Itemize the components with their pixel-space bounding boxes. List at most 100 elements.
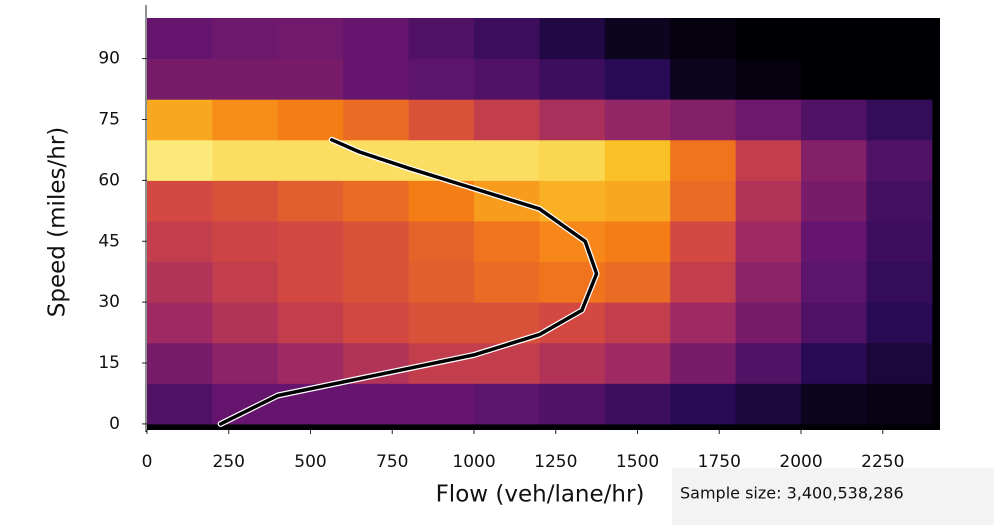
heatmap-cell xyxy=(801,180,867,222)
heatmap-cell xyxy=(735,261,802,303)
heatmap-cell xyxy=(343,18,410,60)
heatmap-cell xyxy=(408,18,475,60)
heatmap-cell xyxy=(735,302,802,344)
x-axis-label: Flow (veh/lane/hr) xyxy=(436,482,645,508)
heatmap-cell xyxy=(212,99,279,141)
heatmap-cell xyxy=(670,302,737,344)
heatmap-cell xyxy=(735,99,802,141)
heatmap-cell xyxy=(866,302,933,344)
heatmap-cell xyxy=(670,139,737,181)
heatmap-cell xyxy=(604,99,671,141)
heatmap-cell xyxy=(801,58,867,100)
heatmap-cell xyxy=(604,58,671,100)
overlay: 0 250 500 750 1000 1250 1500 1750 2000 2250 0 15 30 4… xyxy=(98,49,904,472)
heatmap-cell xyxy=(212,342,279,384)
heatmap-cell xyxy=(212,58,279,100)
heatmap-cell xyxy=(539,383,606,425)
x-tick-label: 1500 xyxy=(616,452,659,472)
heatmap-cell xyxy=(343,261,410,303)
heatmap-cell xyxy=(277,180,344,222)
heatmap-cell xyxy=(735,58,802,100)
heatmap-cell xyxy=(539,220,606,263)
heatmap-cell xyxy=(408,302,475,344)
heatmap-cell xyxy=(147,220,213,263)
heatmap-cell xyxy=(670,261,737,303)
heatmap-cell xyxy=(801,261,867,303)
heatmap-cell xyxy=(670,220,737,263)
heatmap-cell xyxy=(147,58,213,100)
heatmap-cell xyxy=(604,18,671,60)
x-tick-label: 0 xyxy=(142,452,153,472)
heatmap-cell xyxy=(670,342,737,384)
heatmap-cell xyxy=(212,302,279,344)
heatmap-cell xyxy=(277,302,344,344)
heatmap-cell xyxy=(801,18,867,60)
heatmap-cell xyxy=(801,220,867,263)
heatmap-cell xyxy=(474,99,540,141)
heatmap-cell xyxy=(277,342,344,384)
heatmap-cell xyxy=(539,58,606,100)
heatmap-cell xyxy=(408,58,475,100)
heatmap-cell xyxy=(408,383,475,425)
heatmap-cell xyxy=(539,139,606,181)
heatmap-cell xyxy=(277,261,344,303)
heatmap-cell xyxy=(735,220,802,263)
heatmap-cell xyxy=(408,220,475,263)
heatmap-cell xyxy=(866,139,933,181)
heatmap-cell xyxy=(408,261,475,303)
heatmap-cell xyxy=(604,261,671,303)
heatmap-cell xyxy=(735,18,802,60)
heatmap-cell xyxy=(147,18,213,60)
heatmap-cell xyxy=(212,261,279,303)
x-tick-label: 1250 xyxy=(534,452,577,472)
heatmap-cell xyxy=(866,342,933,384)
heatmap-cell xyxy=(604,220,671,263)
heatmap-cell xyxy=(277,139,344,181)
heatmap-cell xyxy=(539,99,606,141)
x-tick-label: 2250 xyxy=(861,452,904,472)
heatmap-cell xyxy=(866,58,933,100)
y-tick-label: 75 xyxy=(98,109,120,129)
annotation: Sample size: 3,400,538,286 xyxy=(680,484,904,503)
heatmap-cell xyxy=(212,139,279,181)
heatmap-cell xyxy=(735,180,802,222)
heatmap-cell xyxy=(147,261,213,303)
heatmap-cell xyxy=(147,139,213,181)
y-axis-label: Speed (miles/hr) xyxy=(45,127,71,317)
heatmap-cell xyxy=(147,99,213,141)
heatmap-cell xyxy=(539,18,606,60)
heatmap-cell xyxy=(735,383,802,425)
heatmap-cell xyxy=(343,220,410,263)
heatmap-cell xyxy=(147,383,213,425)
heatmap-cell xyxy=(147,302,213,344)
heatmap-cell xyxy=(604,383,671,425)
heatmap-cell xyxy=(866,261,933,303)
heatmap-cell xyxy=(604,302,671,344)
heatmap-cell xyxy=(212,180,279,222)
heatmap-cell xyxy=(277,220,344,263)
heatmap-cell xyxy=(277,58,344,100)
heatmap-cell xyxy=(670,383,737,425)
heatmap-cell xyxy=(604,139,671,181)
heatmap-cell xyxy=(604,180,671,222)
heatmap-cell xyxy=(539,302,606,344)
y-tick-label: 90 xyxy=(98,49,120,69)
heatmap-cell xyxy=(735,139,802,181)
annotation-box xyxy=(672,468,994,525)
heatmap-cell xyxy=(670,18,737,60)
heatmap-cell xyxy=(866,18,933,60)
x-tick-label: 1000 xyxy=(452,452,495,472)
x-tick-label: 2000 xyxy=(779,452,822,472)
heatmap-cell xyxy=(801,302,867,344)
heatmap-cell xyxy=(474,220,540,263)
heatmap-cell xyxy=(474,139,540,181)
heatmap-cell xyxy=(147,342,213,384)
heatmap-cell xyxy=(147,180,213,222)
y-tick-label: 45 xyxy=(98,231,120,251)
x-tick-label: 1750 xyxy=(698,452,741,472)
heatmap-cell xyxy=(408,99,475,141)
heatmap-cell xyxy=(343,383,410,425)
y-tick-label: 0 xyxy=(109,414,120,434)
heatmap-cell xyxy=(408,139,475,181)
